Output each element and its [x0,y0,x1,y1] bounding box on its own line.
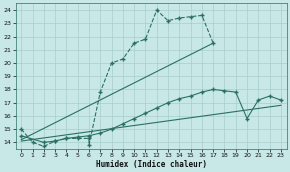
X-axis label: Humidex (Indice chaleur): Humidex (Indice chaleur) [96,159,206,169]
